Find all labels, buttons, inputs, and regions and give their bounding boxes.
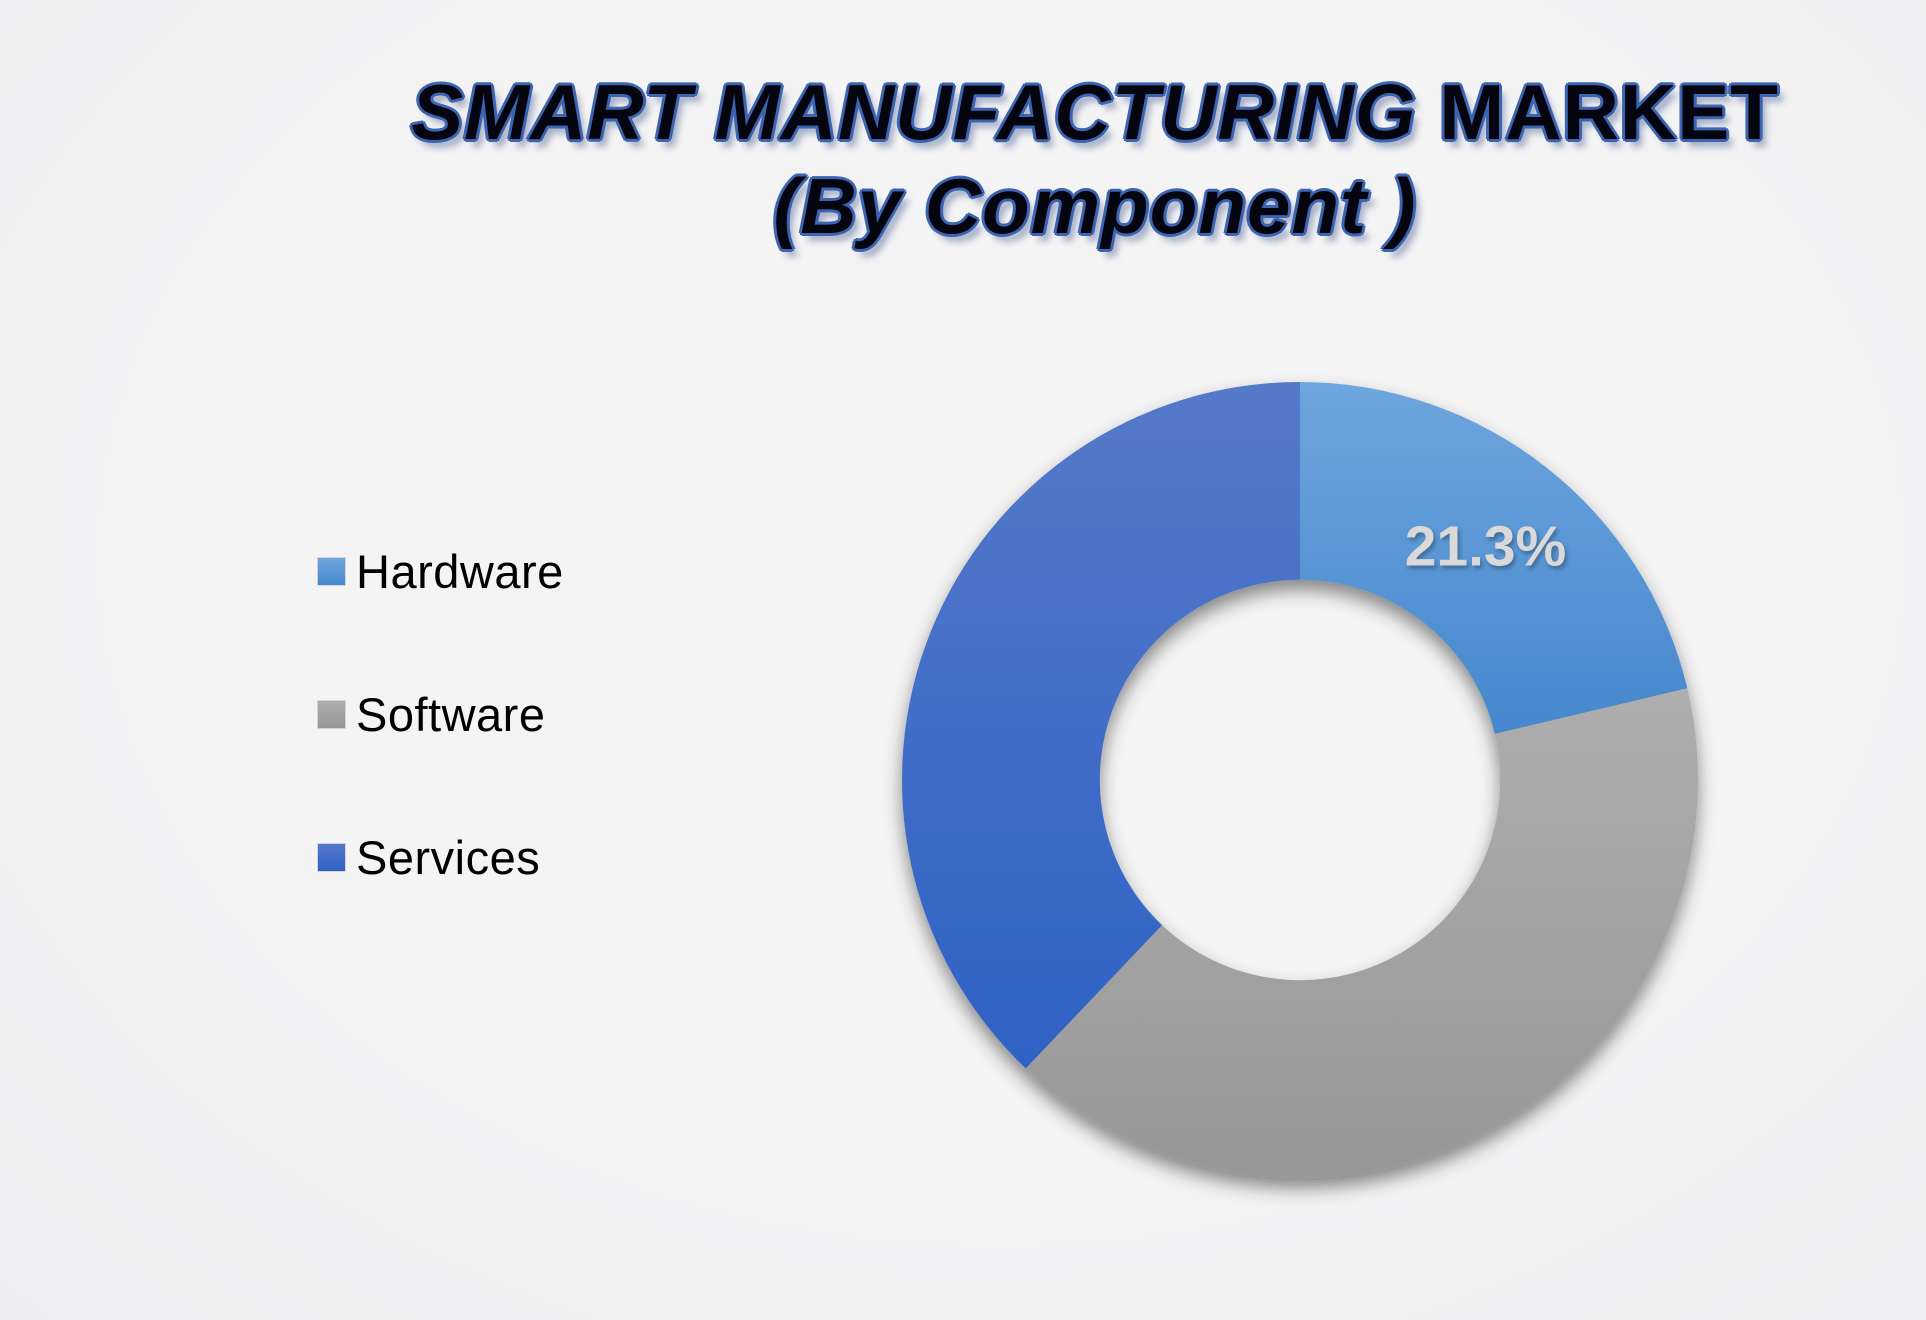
- legend-swatch-services: [318, 843, 345, 871]
- chart-title: SMART MANUFACTURING MARKET (By Component…: [132, 66, 1926, 253]
- donut-slice-software: [1025, 688, 1698, 1178]
- legend-item-services: Services: [318, 830, 564, 884]
- donut-chart: 21.3%: [860, 340, 1740, 1220]
- legend-label-software: Software: [356, 687, 546, 741]
- title-line-1: SMART MANUFACTURING MARKET: [132, 66, 1926, 160]
- legend-item-hardware: Hardware: [318, 544, 564, 598]
- chart-legend: Hardware Software Services: [318, 544, 564, 975]
- donut-slice-hardware: [1300, 382, 1688, 734]
- slice-percentage-label: 21.3%: [1405, 514, 1567, 578]
- legend-swatch-hardware: [318, 557, 345, 585]
- legend-item-software: Software: [318, 687, 564, 741]
- legend-label-hardware: Hardware: [356, 544, 564, 598]
- donut-slice-services: [901, 382, 1300, 1069]
- donut-ring: [901, 382, 1698, 1178]
- legend-swatch-software: [318, 700, 345, 728]
- title-line-1-italic-part: SMART MANUFACTURING: [411, 68, 1417, 156]
- legend-label-services: Services: [356, 830, 541, 884]
- title-line-1-regular-part: MARKET: [1416, 68, 1779, 156]
- title-line-2: (By Component ): [773, 161, 1417, 250]
